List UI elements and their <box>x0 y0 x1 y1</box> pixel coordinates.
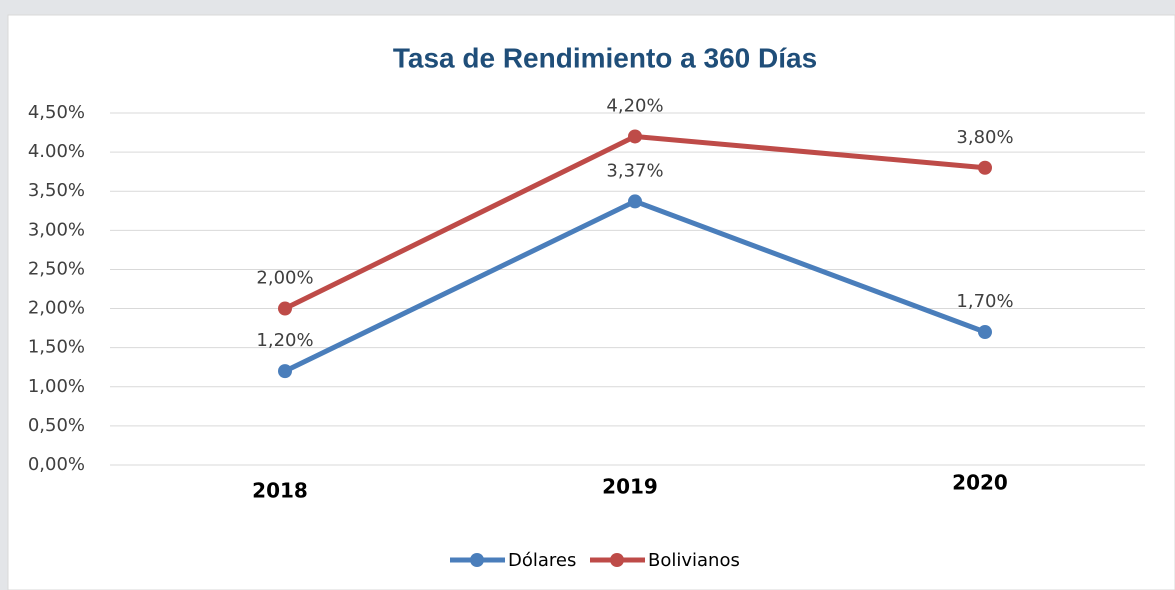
data-point <box>628 194 642 209</box>
data-label: 1,20% <box>256 330 313 351</box>
chart-title: Tasa de Rendimiento a 360 Días <box>393 42 817 73</box>
y-tick-label: 3,50% <box>28 180 85 201</box>
y-tick-label: 2,50% <box>28 258 85 279</box>
y-tick-label: 0,00% <box>28 454 85 475</box>
data-label: 4,20% <box>606 95 663 116</box>
y-tick-label: 1,50% <box>28 337 85 358</box>
data-point <box>978 325 992 340</box>
y-tick-label: 2,00% <box>28 298 85 319</box>
y-tick-label: 4.00% <box>28 141 85 162</box>
data-label: 2,00% <box>256 268 313 289</box>
data-label: 1,70% <box>956 291 1013 312</box>
data-point <box>278 301 292 316</box>
legend-marker <box>470 553 484 567</box>
data-label: 3,37% <box>606 160 663 181</box>
legend-label: Bolivianos <box>648 550 740 571</box>
legend-label: Dólares <box>508 550 576 571</box>
data-label: 3,80% <box>956 127 1013 148</box>
chart-area <box>7 14 1175 590</box>
legend-marker <box>610 553 624 567</box>
data-point <box>278 364 292 379</box>
y-tick-label: 3,00% <box>28 219 85 240</box>
data-point <box>628 129 642 144</box>
x-tick-label: 2018 <box>252 479 308 503</box>
y-tick-label: 1,00% <box>28 376 85 397</box>
data-point <box>978 160 992 175</box>
y-tick-label: 4,50% <box>28 102 85 123</box>
x-tick-label: 2020 <box>952 471 1008 495</box>
y-tick-label: 0,50% <box>28 415 85 436</box>
x-tick-label: 2019 <box>602 475 658 499</box>
